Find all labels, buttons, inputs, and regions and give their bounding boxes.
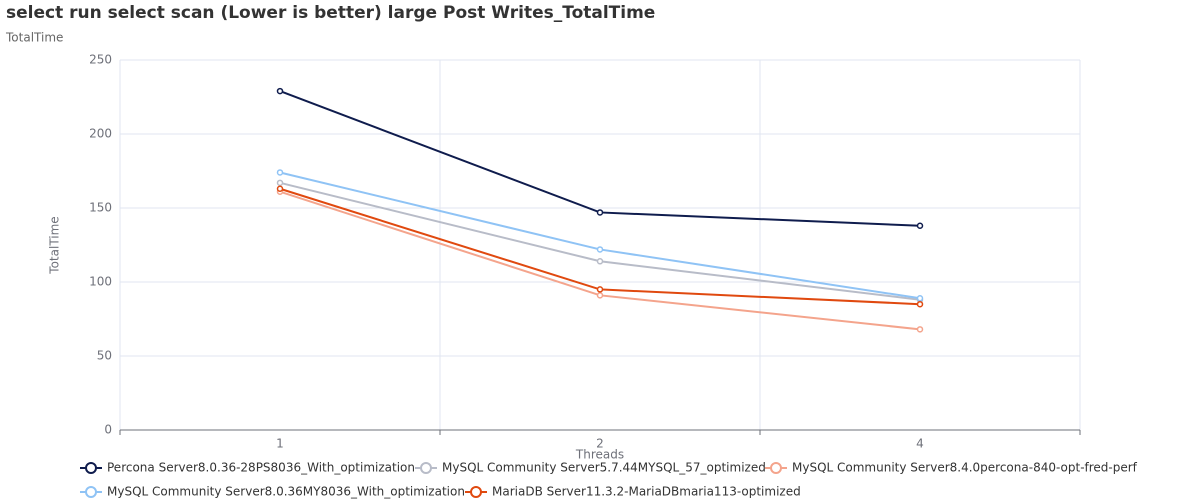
point bbox=[596, 246, 604, 253]
point bbox=[916, 300, 924, 308]
y-tick-label: 200 bbox=[89, 127, 112, 141]
point bbox=[916, 222, 924, 230]
y-tick-label: 50 bbox=[97, 349, 112, 363]
legend-marker bbox=[420, 462, 432, 474]
legend-marker bbox=[470, 486, 482, 498]
point bbox=[916, 295, 924, 302]
point bbox=[916, 326, 924, 333]
x-tick-label: 1 bbox=[276, 437, 284, 451]
legend-label: MySQL Community Server5.7.44MYSQL_57_opt… bbox=[442, 461, 766, 475]
legend-label: MySQL Community Server8.0.36MY8036_With_… bbox=[107, 485, 465, 499]
y-tick-label: 150 bbox=[89, 201, 112, 215]
x-tick-label: 2 bbox=[596, 437, 604, 451]
point bbox=[276, 169, 284, 176]
point bbox=[596, 286, 604, 293]
y-tick-label: 0 bbox=[104, 423, 112, 437]
point bbox=[276, 87, 284, 95]
point bbox=[596, 292, 604, 299]
point bbox=[596, 258, 604, 265]
point bbox=[276, 185, 284, 193]
legend-label: Percona Server8.0.36-28PS8036_With_optim… bbox=[107, 461, 415, 475]
legend-marker bbox=[770, 462, 782, 474]
chart-title: select run select scan (Lower is better)… bbox=[6, 3, 655, 23]
y-tick-label: 250 bbox=[89, 53, 112, 67]
legend-label: MySQL Community Server8.4.0percona-840-o… bbox=[792, 461, 1138, 475]
chart-subtitle: TotalTime bbox=[5, 31, 63, 45]
legend-marker bbox=[85, 462, 97, 474]
legend-label: MariaDB Server11.3.2-MariaDBmaria113-opt… bbox=[492, 485, 801, 499]
x-tick-label: 4 bbox=[916, 437, 924, 451]
y-tick-label: 100 bbox=[89, 275, 112, 289]
series-line bbox=[279, 171, 921, 300]
y-axis-label: TotalTime bbox=[48, 216, 62, 274]
legend-marker bbox=[85, 486, 97, 498]
x-axis-label: Threads bbox=[575, 448, 624, 462]
point bbox=[596, 209, 604, 216]
point bbox=[276, 179, 284, 187]
